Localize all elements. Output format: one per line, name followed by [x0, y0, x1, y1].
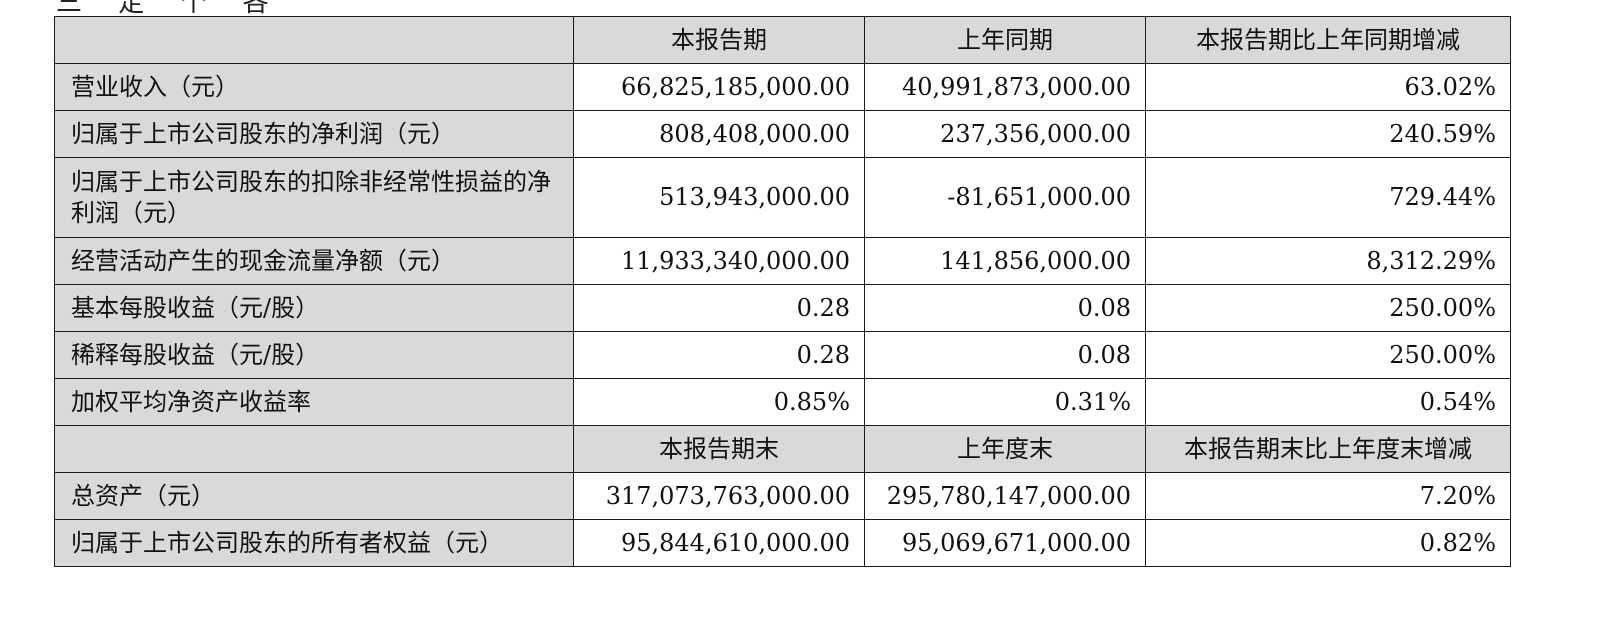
value-current: 0.28: [573, 284, 865, 332]
table-row: 总资产（元） 317,073,763,000.00 295,780,147,00…: [54, 472, 1511, 520]
value-change: 240.59%: [1145, 110, 1511, 158]
row-label: 总资产（元）: [54, 472, 574, 520]
column-header-period-change: 本报告期比上年同期增减: [1145, 16, 1511, 64]
header-corner-cell: [54, 16, 574, 64]
row-label: 稀释每股收益（元/股）: [54, 331, 574, 379]
value-prior: 0.08: [864, 331, 1146, 379]
value-prior: -81,651,000.00: [864, 157, 1146, 238]
column-header-prior-period: 上年同期: [864, 16, 1146, 64]
value-change: 250.00%: [1145, 284, 1511, 332]
value-current: 66,825,185,000.00: [573, 63, 865, 111]
row-label: 基本每股收益（元/股）: [54, 284, 574, 332]
row-label: 归属于上市公司股东的所有者权益（元）: [54, 519, 574, 567]
value-change: 0.54%: [1145, 378, 1511, 426]
row-label: 归属于上市公司股东的净利润（元）: [54, 110, 574, 158]
row-label: 营业收入（元）: [54, 63, 574, 111]
table-row: 营业收入（元） 66,825,185,000.00 40,991,873,000…: [54, 63, 1511, 111]
table-row: 经营活动产生的现金流量净额（元） 11,933,340,000.00 141,8…: [54, 237, 1511, 285]
table-row: 归属于上市公司股东的所有者权益（元） 95,844,610,000.00 95,…: [54, 519, 1511, 567]
value-change: 729.44%: [1145, 157, 1511, 238]
row-label: 经营活动产生的现金流量净额（元）: [54, 237, 574, 285]
value-current: 95,844,610,000.00: [573, 519, 865, 567]
value-current: 0.85%: [573, 378, 865, 426]
value-change: 0.82%: [1145, 519, 1511, 567]
table-row: 归属于上市公司股东的净利润（元） 808,408,000.00 237,356,…: [54, 110, 1511, 158]
value-change: 250.00%: [1145, 331, 1511, 379]
column-header-prior-year-end: 上年度末: [864, 425, 1146, 473]
column-header-period-end-change: 本报告期末比上年度末增减: [1145, 425, 1511, 473]
row-label: 加权平均净资产收益率: [54, 378, 574, 426]
value-prior: 141,856,000.00: [864, 237, 1146, 285]
table-row: 加权平均净资产收益率 0.85% 0.31% 0.54%: [54, 378, 1511, 426]
table-row: 稀释每股收益（元/股） 0.28 0.08 250.00%: [54, 331, 1511, 379]
value-current: 0.28: [573, 331, 865, 379]
value-prior: 0.31%: [864, 378, 1146, 426]
value-prior: 237,356,000.00: [864, 110, 1146, 158]
value-change: 7.20%: [1145, 472, 1511, 520]
value-current: 11,933,340,000.00: [573, 237, 865, 285]
cropped-heading-text: 三 定 个 各: [56, 0, 283, 18]
value-prior: 95,069,671,000.00: [864, 519, 1146, 567]
value-change: 63.02%: [1145, 63, 1511, 111]
column-header-current-period-end: 本报告期末: [573, 425, 865, 473]
value-current: 317,073,763,000.00: [573, 472, 865, 520]
value-prior: 295,780,147,000.00: [864, 472, 1146, 520]
header-corner-cell: [54, 425, 574, 473]
header-row-period-end: 本报告期末 上年度末 本报告期末比上年度末增减: [54, 425, 1511, 473]
table-row: 归属于上市公司股东的扣除非经常性损益的净利润（元） 513,943,000.00…: [54, 157, 1511, 238]
row-label: 归属于上市公司股东的扣除非经常性损益的净利润（元）: [54, 157, 574, 238]
value-change: 8,312.29%: [1145, 237, 1511, 285]
financial-summary-table: 本报告期 上年同期 本报告期比上年同期增减 营业收入（元） 66,825,185…: [54, 16, 1511, 567]
header-row-period: 本报告期 上年同期 本报告期比上年同期增减: [54, 16, 1511, 64]
value-current: 808,408,000.00: [573, 110, 865, 158]
value-current: 513,943,000.00: [573, 157, 865, 238]
table-row: 基本每股收益（元/股） 0.28 0.08 250.00%: [54, 284, 1511, 332]
value-prior: 0.08: [864, 284, 1146, 332]
column-header-current-period: 本报告期: [573, 16, 865, 64]
value-prior: 40,991,873,000.00: [864, 63, 1146, 111]
